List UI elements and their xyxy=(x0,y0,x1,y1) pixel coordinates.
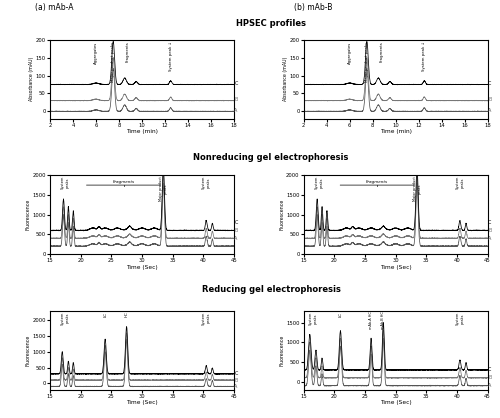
Text: System
peaks: System peaks xyxy=(61,176,70,189)
X-axis label: Time (Sec): Time (Sec) xyxy=(380,265,412,270)
Text: B: B xyxy=(234,97,238,102)
Text: System
peaks: System peaks xyxy=(308,311,317,325)
Text: Major product peaks: Major product peaks xyxy=(365,41,369,82)
Text: HPSEC profiles: HPSEC profiles xyxy=(236,19,306,28)
Text: Major product
peaks: Major product peaks xyxy=(159,176,168,201)
X-axis label: Time (min): Time (min) xyxy=(380,129,412,134)
Text: A: A xyxy=(488,236,492,241)
Text: mAb-A HC: mAb-A HC xyxy=(369,311,373,329)
Y-axis label: Fluorescence: Fluorescence xyxy=(26,334,31,366)
Text: B: B xyxy=(234,228,238,233)
Text: C: C xyxy=(488,81,492,86)
Text: LC: LC xyxy=(338,311,342,317)
Text: System
peaks: System peaks xyxy=(456,311,464,325)
Text: HC: HC xyxy=(124,311,128,317)
Y-axis label: Fluorescence: Fluorescence xyxy=(280,199,284,230)
Text: A: A xyxy=(234,384,238,389)
Y-axis label: Absorbance (mAU): Absorbance (mAU) xyxy=(283,57,288,101)
Text: System peak ↓: System peak ↓ xyxy=(168,41,172,71)
X-axis label: Time (Sec): Time (Sec) xyxy=(126,400,158,405)
X-axis label: Time (Sec): Time (Sec) xyxy=(380,400,412,405)
Y-axis label: Fluorescence: Fluorescence xyxy=(26,199,31,230)
Text: Fragments: Fragments xyxy=(112,180,134,184)
Text: A: A xyxy=(234,236,238,241)
X-axis label: Time (min): Time (min) xyxy=(126,129,158,134)
X-axis label: Time (Sec): Time (Sec) xyxy=(126,265,158,270)
Text: Aggregates: Aggregates xyxy=(94,41,98,64)
Y-axis label: Fluorescence: Fluorescence xyxy=(280,334,284,366)
Text: Major product
peaks: Major product peaks xyxy=(412,176,422,201)
Text: mAb-B HC: mAb-B HC xyxy=(382,311,386,329)
Text: System
peaks: System peaks xyxy=(202,176,210,189)
Text: LC: LC xyxy=(103,311,107,316)
Text: Reducing gel electrophoresis: Reducing gel electrophoresis xyxy=(202,285,340,294)
Text: C: C xyxy=(234,81,238,86)
Text: B: B xyxy=(234,377,238,382)
Text: Aggregates: Aggregates xyxy=(348,41,352,64)
Text: System
peaks: System peaks xyxy=(202,311,210,325)
Text: (b) mAb-B: (b) mAb-B xyxy=(294,3,333,12)
Text: Fragments: Fragments xyxy=(380,41,384,62)
Y-axis label: Absorbance (mAU): Absorbance (mAU) xyxy=(30,57,35,101)
Text: Nonreducing gel electrophoresis: Nonreducing gel electrophoresis xyxy=(194,153,348,162)
Text: Fragments: Fragments xyxy=(126,41,130,62)
Text: C: C xyxy=(488,367,492,372)
Text: B: B xyxy=(488,97,492,102)
Text: System
peaks: System peaks xyxy=(61,311,70,325)
Text: A: A xyxy=(234,108,238,113)
Text: (a) mAb-A: (a) mAb-A xyxy=(36,3,74,12)
Text: System peak ↓: System peak ↓ xyxy=(422,41,426,71)
Text: System
peaks: System peaks xyxy=(314,176,324,189)
Text: System
peaks: System peaks xyxy=(456,176,464,189)
Text: B: B xyxy=(488,228,492,233)
Text: C: C xyxy=(234,371,238,376)
Text: C: C xyxy=(234,220,238,225)
Text: A: A xyxy=(488,108,492,113)
Text: B: B xyxy=(488,375,492,380)
Text: Major product peaks: Major product peaks xyxy=(111,41,115,82)
Text: C: C xyxy=(488,220,492,225)
Text: A: A xyxy=(488,383,492,388)
Text: Fragments: Fragments xyxy=(366,180,388,184)
